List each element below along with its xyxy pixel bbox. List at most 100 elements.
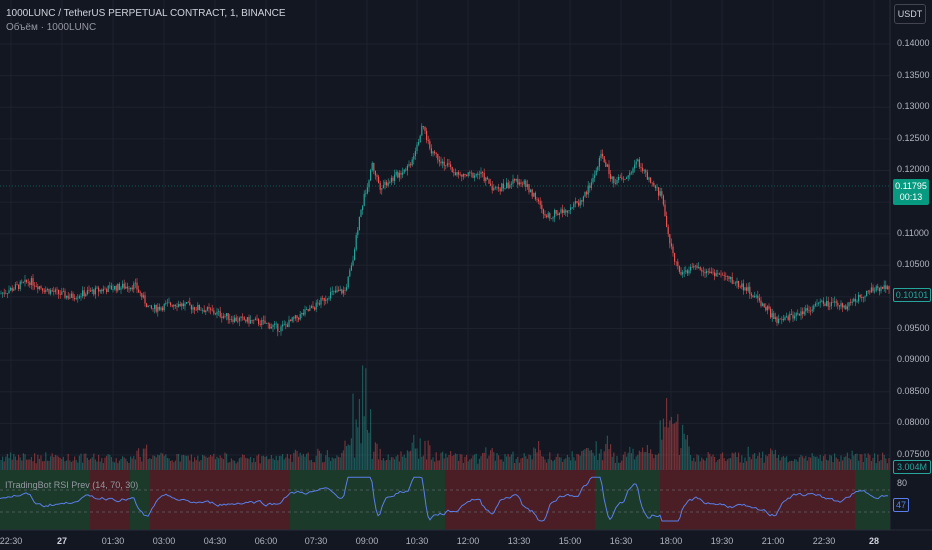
candle-body bbox=[472, 172, 474, 178]
volume-bar bbox=[558, 457, 560, 470]
candle-body bbox=[570, 207, 572, 211]
candle-body bbox=[624, 178, 626, 180]
volume-bar bbox=[147, 459, 149, 470]
volume-bar bbox=[165, 454, 167, 470]
volume-bar bbox=[339, 457, 341, 470]
volume-bar bbox=[821, 461, 823, 470]
candle-body bbox=[579, 200, 581, 206]
candle-body bbox=[661, 191, 663, 196]
candle-body bbox=[246, 317, 248, 322]
volume-bar bbox=[202, 454, 204, 470]
volume-bar bbox=[186, 455, 188, 470]
volume-bar bbox=[480, 456, 482, 470]
volume-bar bbox=[245, 457, 247, 470]
volume-bar bbox=[742, 462, 744, 470]
volume-bar bbox=[461, 454, 463, 470]
rsi-indicator-label[interactable]: ITradingBot RSI Prev (14, 70, 30) bbox=[5, 480, 139, 490]
candle-body bbox=[34, 285, 36, 287]
currency-button[interactable]: USDT bbox=[894, 4, 926, 24]
volume-bar bbox=[114, 462, 116, 470]
volume-bar bbox=[104, 457, 106, 470]
candle-body bbox=[682, 272, 684, 275]
candle-body bbox=[384, 181, 386, 185]
candle-body bbox=[18, 284, 20, 290]
volume-bar bbox=[432, 457, 434, 470]
candle-body bbox=[173, 304, 175, 307]
volume-bar bbox=[763, 462, 765, 470]
candle-body bbox=[432, 151, 434, 154]
volume-bar bbox=[304, 456, 306, 470]
candle-body bbox=[774, 317, 776, 319]
volume-bar bbox=[574, 460, 576, 470]
candle-body bbox=[157, 306, 159, 312]
volume-bar bbox=[606, 435, 608, 470]
candle-body bbox=[6, 293, 8, 294]
candle-body bbox=[675, 261, 677, 263]
volume-bar bbox=[750, 459, 752, 470]
volume-bar bbox=[141, 461, 143, 470]
volume-bar bbox=[536, 452, 538, 470]
candle-body bbox=[669, 234, 671, 244]
candle-body bbox=[291, 317, 293, 322]
candle-body bbox=[507, 182, 509, 188]
candle-body bbox=[211, 309, 213, 311]
candle-body bbox=[128, 288, 130, 290]
volume-bar bbox=[157, 454, 159, 470]
volume-bar bbox=[320, 453, 322, 470]
symbol-title[interactable]: 1000LUNC / TetherUS PERPETUAL CONTRACT, … bbox=[6, 8, 286, 19]
volume-bar bbox=[875, 463, 877, 470]
candle-body bbox=[51, 290, 53, 292]
candle-body bbox=[528, 184, 530, 193]
time-tick: 27 bbox=[56, 536, 68, 546]
candle-body bbox=[134, 282, 136, 284]
volume-bar bbox=[475, 453, 477, 470]
volume-bar bbox=[349, 445, 351, 470]
volume-bar bbox=[40, 455, 42, 470]
candle-body bbox=[54, 289, 56, 293]
volume-bar bbox=[54, 454, 56, 470]
volume-legend[interactable]: Объём · 1000LUNC bbox=[6, 22, 97, 33]
rsi-zone-green bbox=[0, 470, 90, 530]
volume-bar bbox=[416, 448, 418, 470]
volume-bar bbox=[715, 462, 717, 470]
volume-bar bbox=[659, 420, 661, 470]
candle-body bbox=[251, 319, 253, 321]
volume-bar bbox=[712, 454, 714, 470]
volume-bar bbox=[744, 457, 746, 470]
volume-bar bbox=[842, 460, 844, 470]
volume-bar bbox=[256, 455, 258, 470]
candle-body bbox=[224, 315, 226, 317]
candle-body bbox=[486, 177, 488, 180]
candle-body bbox=[434, 151, 436, 154]
volume-bar bbox=[35, 463, 37, 470]
candle-body bbox=[859, 294, 861, 297]
candle-body bbox=[11, 287, 13, 291]
volume-bar bbox=[259, 463, 261, 470]
candle-body bbox=[878, 287, 880, 292]
candle-body bbox=[24, 279, 26, 283]
volume-bar bbox=[293, 452, 295, 470]
volume-bar bbox=[42, 461, 44, 470]
volume-bar bbox=[837, 459, 839, 470]
volume-bar bbox=[366, 429, 368, 470]
volume-bar bbox=[566, 454, 568, 470]
volume-bar bbox=[645, 451, 647, 470]
candle-body bbox=[659, 191, 661, 196]
candle-body bbox=[179, 303, 181, 307]
volume-bar bbox=[240, 457, 242, 470]
volume-bar bbox=[269, 458, 271, 470]
candle-body bbox=[542, 209, 544, 215]
time-tick: 01:30 bbox=[101, 536, 125, 546]
volume-bar bbox=[850, 459, 852, 470]
volume-bar bbox=[627, 452, 629, 470]
candle-body bbox=[515, 178, 517, 181]
volume-bar bbox=[848, 457, 850, 470]
volume-bar bbox=[582, 450, 584, 470]
candle-body bbox=[355, 235, 357, 250]
candle-body bbox=[606, 164, 608, 167]
candle-body bbox=[131, 287, 133, 290]
volume-bar bbox=[338, 456, 340, 470]
candle-body bbox=[794, 316, 796, 319]
volume-bar bbox=[2, 456, 4, 470]
